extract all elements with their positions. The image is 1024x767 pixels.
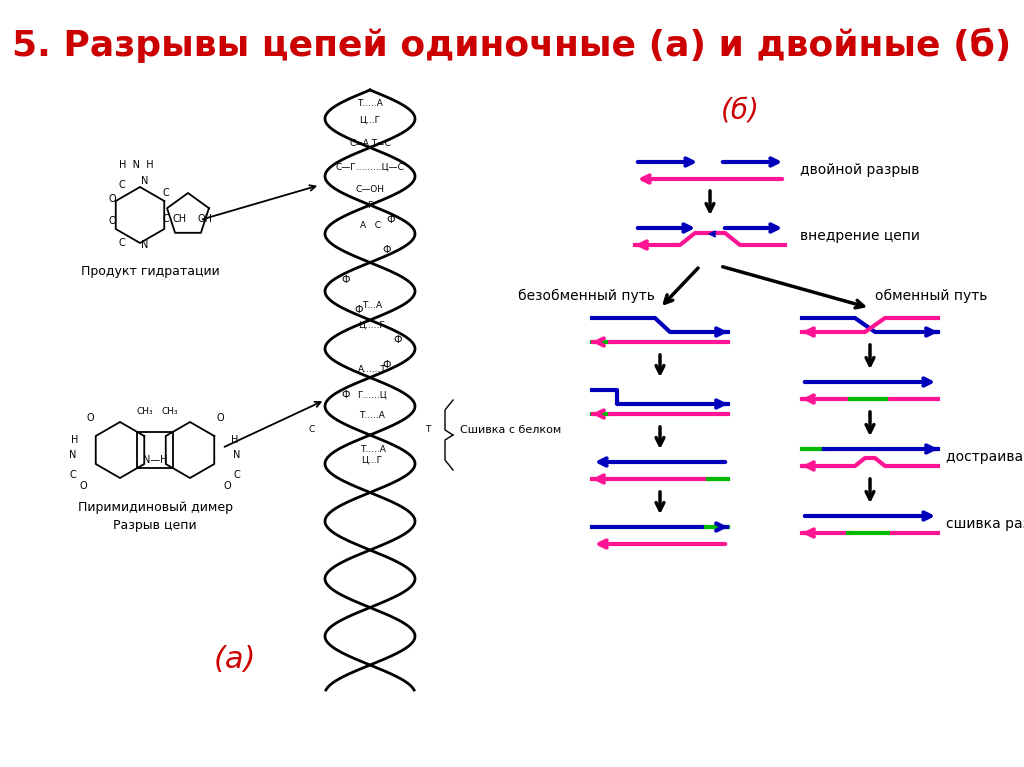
Text: Т...А: Т...А (361, 301, 382, 310)
Text: CH₃: CH₃ (162, 407, 178, 416)
Text: Ф: Ф (341, 390, 349, 400)
Text: O: O (109, 194, 116, 204)
Text: C: C (163, 188, 169, 198)
Text: С—ОН: С—ОН (355, 186, 384, 195)
Text: Т.....А: Т.....А (360, 446, 386, 455)
Text: OH: OH (198, 214, 213, 224)
Text: N: N (233, 450, 241, 460)
Text: Ф: Ф (382, 245, 390, 255)
Text: Г: Г (368, 200, 373, 209)
Text: достраивание цепи: достраивание цепи (946, 450, 1024, 464)
Text: C: C (119, 238, 125, 248)
Text: C: C (233, 470, 241, 480)
Text: С=А.Т=С: С=А.Т=С (349, 139, 391, 147)
Text: Сшивка с белком: Сшивка с белком (460, 425, 561, 435)
Text: N—H: N—H (142, 455, 167, 465)
Text: обменный путь: обменный путь (874, 289, 987, 303)
Text: O: O (109, 216, 116, 226)
Text: безобменный путь: безобменный путь (518, 289, 655, 303)
Text: Ц...Г: Ц...Г (359, 116, 381, 124)
Text: (а): (а) (214, 646, 256, 674)
Text: CH: CH (173, 214, 187, 224)
Text: Т: Т (425, 426, 430, 434)
Text: Ф: Ф (354, 305, 362, 315)
Text: Т.....А: Т.....А (359, 410, 385, 420)
Text: N: N (70, 450, 77, 460)
Text: С—Г.........Ц—С: С—Г.........Ц—С (336, 163, 404, 172)
Text: С: С (309, 426, 315, 434)
Text: А......Т: А......Т (357, 366, 386, 374)
Text: (б): (б) (721, 96, 760, 124)
Text: C: C (119, 180, 125, 190)
Text: Г......Ц: Г......Ц (357, 390, 387, 400)
Text: Продукт гидратации: Продукт гидратации (81, 265, 219, 278)
Text: Ф: Ф (341, 275, 349, 285)
Text: Ф: Ф (393, 335, 402, 345)
Text: Ц.....Г: Ц.....Г (358, 321, 385, 330)
Text: А   С: А С (359, 220, 381, 229)
Text: O: O (216, 413, 224, 423)
Text: CH₃: CH₃ (136, 407, 154, 416)
Text: Разрыв цепи: Разрыв цепи (114, 518, 197, 532)
Text: Ф: Ф (387, 215, 395, 225)
Text: C: C (70, 470, 77, 480)
Text: Ф: Ф (382, 360, 390, 370)
Text: сшивка разрывов: сшивка разрывов (946, 517, 1024, 531)
Text: O: O (223, 481, 230, 491)
Text: H  N  H: H N H (119, 160, 154, 170)
Text: H: H (72, 435, 79, 445)
Text: Ц...Г: Ц...Г (361, 456, 383, 465)
Text: O: O (79, 481, 87, 491)
Text: N: N (141, 240, 148, 250)
Text: внедрение цепи: внедрение цепи (800, 229, 920, 243)
Text: 5. Разрывы цепей одиночные (а) и двойные (б): 5. Разрывы цепей одиночные (а) и двойные… (12, 28, 1012, 63)
Text: C: C (163, 214, 169, 224)
Text: N: N (141, 176, 148, 186)
Text: двойной разрыв: двойной разрыв (800, 163, 920, 177)
Text: H: H (231, 435, 239, 445)
Text: Пиримидиновый димер: Пиримидиновый димер (78, 502, 232, 515)
Text: Т.....А: Т.....А (357, 100, 383, 108)
Text: O: O (86, 413, 94, 423)
